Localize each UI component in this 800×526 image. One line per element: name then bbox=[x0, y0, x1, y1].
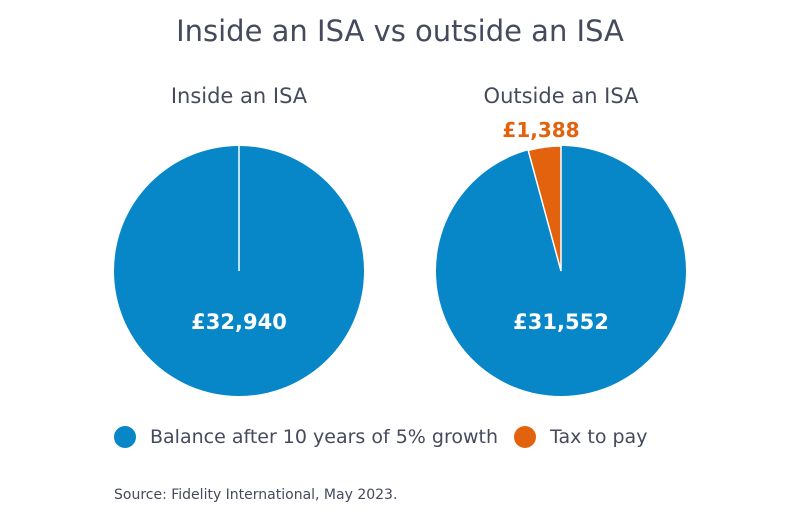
right-pie-tax-label: £1,388 bbox=[502, 118, 579, 142]
source-note: Source: Fidelity International, May 2023… bbox=[114, 487, 398, 503]
right-pie-balance-label: £31,552 bbox=[513, 310, 609, 334]
legend-label-balance: Balance after 10 years of 5% growth bbox=[150, 426, 498, 448]
chart-title: Inside an ISA vs outside an ISA bbox=[176, 14, 624, 48]
left-pie-balance-label: £32,940 bbox=[191, 310, 287, 334]
right-pie-tax-slice bbox=[527, 145, 562, 272]
legend-item-tax: Tax to pay bbox=[514, 426, 647, 448]
legend: Balance after 10 years of 5% growth Tax … bbox=[0, 426, 800, 456]
tax-swatch-icon bbox=[514, 426, 536, 448]
balance-swatch-icon bbox=[114, 426, 136, 448]
left-pie-subtitle: Inside an ISA bbox=[170, 84, 308, 108]
legend-label-tax: Tax to pay bbox=[550, 426, 648, 448]
legend-item-balance: Balance after 10 years of 5% growth bbox=[114, 426, 498, 448]
right-pie: £31,552 £1,388 bbox=[436, 118, 686, 396]
left-pie: £32,940 bbox=[114, 146, 364, 396]
right-pie-subtitle: Outside an ISA bbox=[483, 84, 639, 108]
